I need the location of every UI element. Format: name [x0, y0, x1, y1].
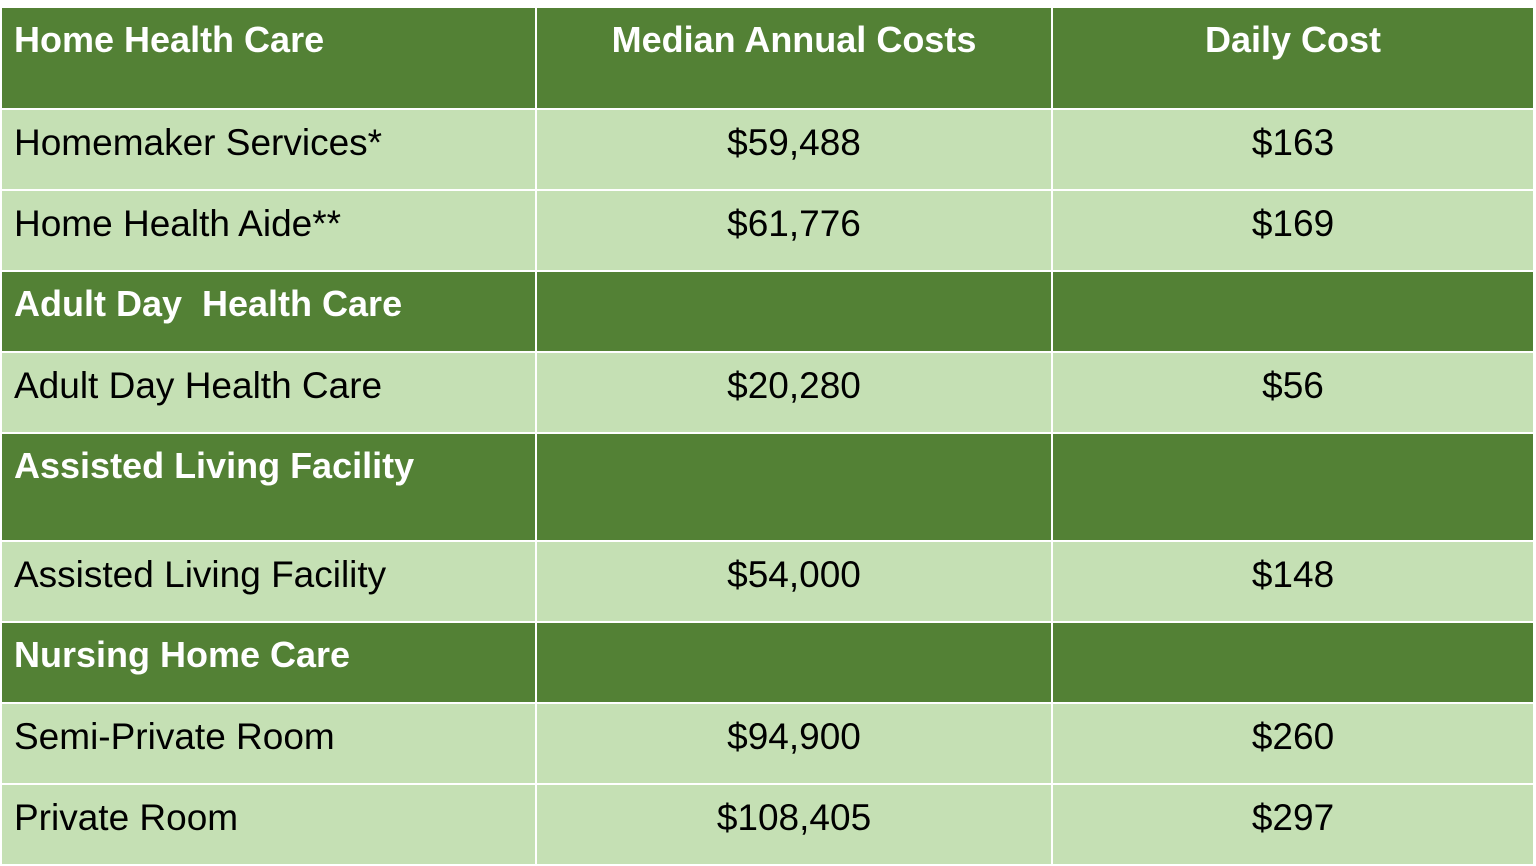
annual-cost-cell: $108,405 [535, 783, 1053, 866]
table-row: Adult Day Health Care $20,280 $56 [0, 351, 1535, 434]
row-label: Private Room [14, 797, 239, 838]
header-label: Daily Cost [1204, 19, 1382, 60]
header-label: Median Annual Costs [611, 19, 977, 60]
table-row: Homemaker Services* $59,488 $163 [0, 108, 1535, 191]
daily-cost: $56 [1262, 365, 1324, 406]
row-label-cell: Homemaker Services* [0, 108, 537, 191]
row-label-cell: Home Health Aide** [0, 189, 537, 272]
daily-cost: $297 [1251, 797, 1335, 838]
empty-cell [1051, 621, 1535, 704]
row-label: Semi-Private Room [14, 716, 335, 757]
annual-cost: $54,000 [727, 554, 861, 595]
empty-cell [1051, 270, 1535, 353]
section-title: Assisted Living Facility [14, 445, 415, 486]
header-cell-daily: Daily Cost [1051, 6, 1535, 110]
row-label-cell: Private Room [0, 783, 537, 866]
daily-cost: $148 [1251, 554, 1335, 595]
daily-cost-cell: $163 [1051, 108, 1535, 191]
annual-cost: $61,776 [727, 203, 861, 244]
section-title-cell: Adult Day Health Care [0, 270, 537, 353]
daily-cost-cell: $56 [1051, 351, 1535, 434]
daily-cost-cell: $297 [1051, 783, 1535, 866]
row-label: Adult Day Health Care [14, 365, 383, 406]
annual-cost-cell: $59,488 [535, 108, 1053, 191]
empty-cell [1051, 432, 1535, 542]
header-cell-category: Home Health Care [0, 6, 537, 110]
row-label-cell: Semi-Private Room [0, 702, 537, 785]
row-label-cell: Adult Day Health Care [0, 351, 537, 434]
empty-cell [535, 270, 1053, 353]
annual-cost-cell: $61,776 [535, 189, 1053, 272]
annual-cost-cell: $20,280 [535, 351, 1053, 434]
table-row: Home Health Aide** $61,776 $169 [0, 189, 1535, 272]
header-cell-annual: Median Annual Costs [535, 6, 1053, 110]
care-cost-table: Home Health Care Median Annual Costs Dai… [0, 6, 1535, 866]
table-row: Assisted Living Facility $54,000 $148 [0, 540, 1535, 623]
empty-cell [535, 432, 1053, 542]
row-label-cell: Assisted Living Facility [0, 540, 537, 623]
section-header-row: Nursing Home Care [0, 621, 1535, 704]
row-label: Home Health Aide** [14, 203, 342, 244]
daily-cost-cell: $260 [1051, 702, 1535, 785]
daily-cost-cell: $148 [1051, 540, 1535, 623]
annual-cost-cell: $54,000 [535, 540, 1053, 623]
daily-cost: $169 [1251, 203, 1335, 244]
section-title: Adult Day Health Care [14, 283, 403, 324]
annual-cost-cell: $94,900 [535, 702, 1053, 785]
section-title-cell: Nursing Home Care [0, 621, 537, 704]
section-title: Nursing Home Care [14, 634, 351, 675]
section-header-row: Adult Day Health Care [0, 270, 1535, 353]
table-row: Semi-Private Room $94,900 $260 [0, 702, 1535, 785]
row-label: Assisted Living Facility [14, 554, 387, 595]
daily-cost: $260 [1251, 716, 1335, 757]
section-title-cell: Assisted Living Facility [0, 432, 537, 542]
header-label: Home Health Care [14, 19, 325, 60]
table-header-row: Home Health Care Median Annual Costs Dai… [0, 6, 1535, 110]
section-header-row: Assisted Living Facility [0, 432, 1535, 542]
annual-cost: $20,280 [727, 365, 861, 406]
empty-cell [535, 621, 1053, 704]
row-label: Homemaker Services* [14, 122, 383, 163]
annual-cost: $94,900 [727, 716, 861, 757]
annual-cost: $59,488 [727, 122, 861, 163]
annual-cost: $108,405 [716, 797, 872, 838]
table-row: Private Room $108,405 $297 [0, 783, 1535, 866]
daily-cost-cell: $169 [1051, 189, 1535, 272]
daily-cost: $163 [1251, 122, 1335, 163]
